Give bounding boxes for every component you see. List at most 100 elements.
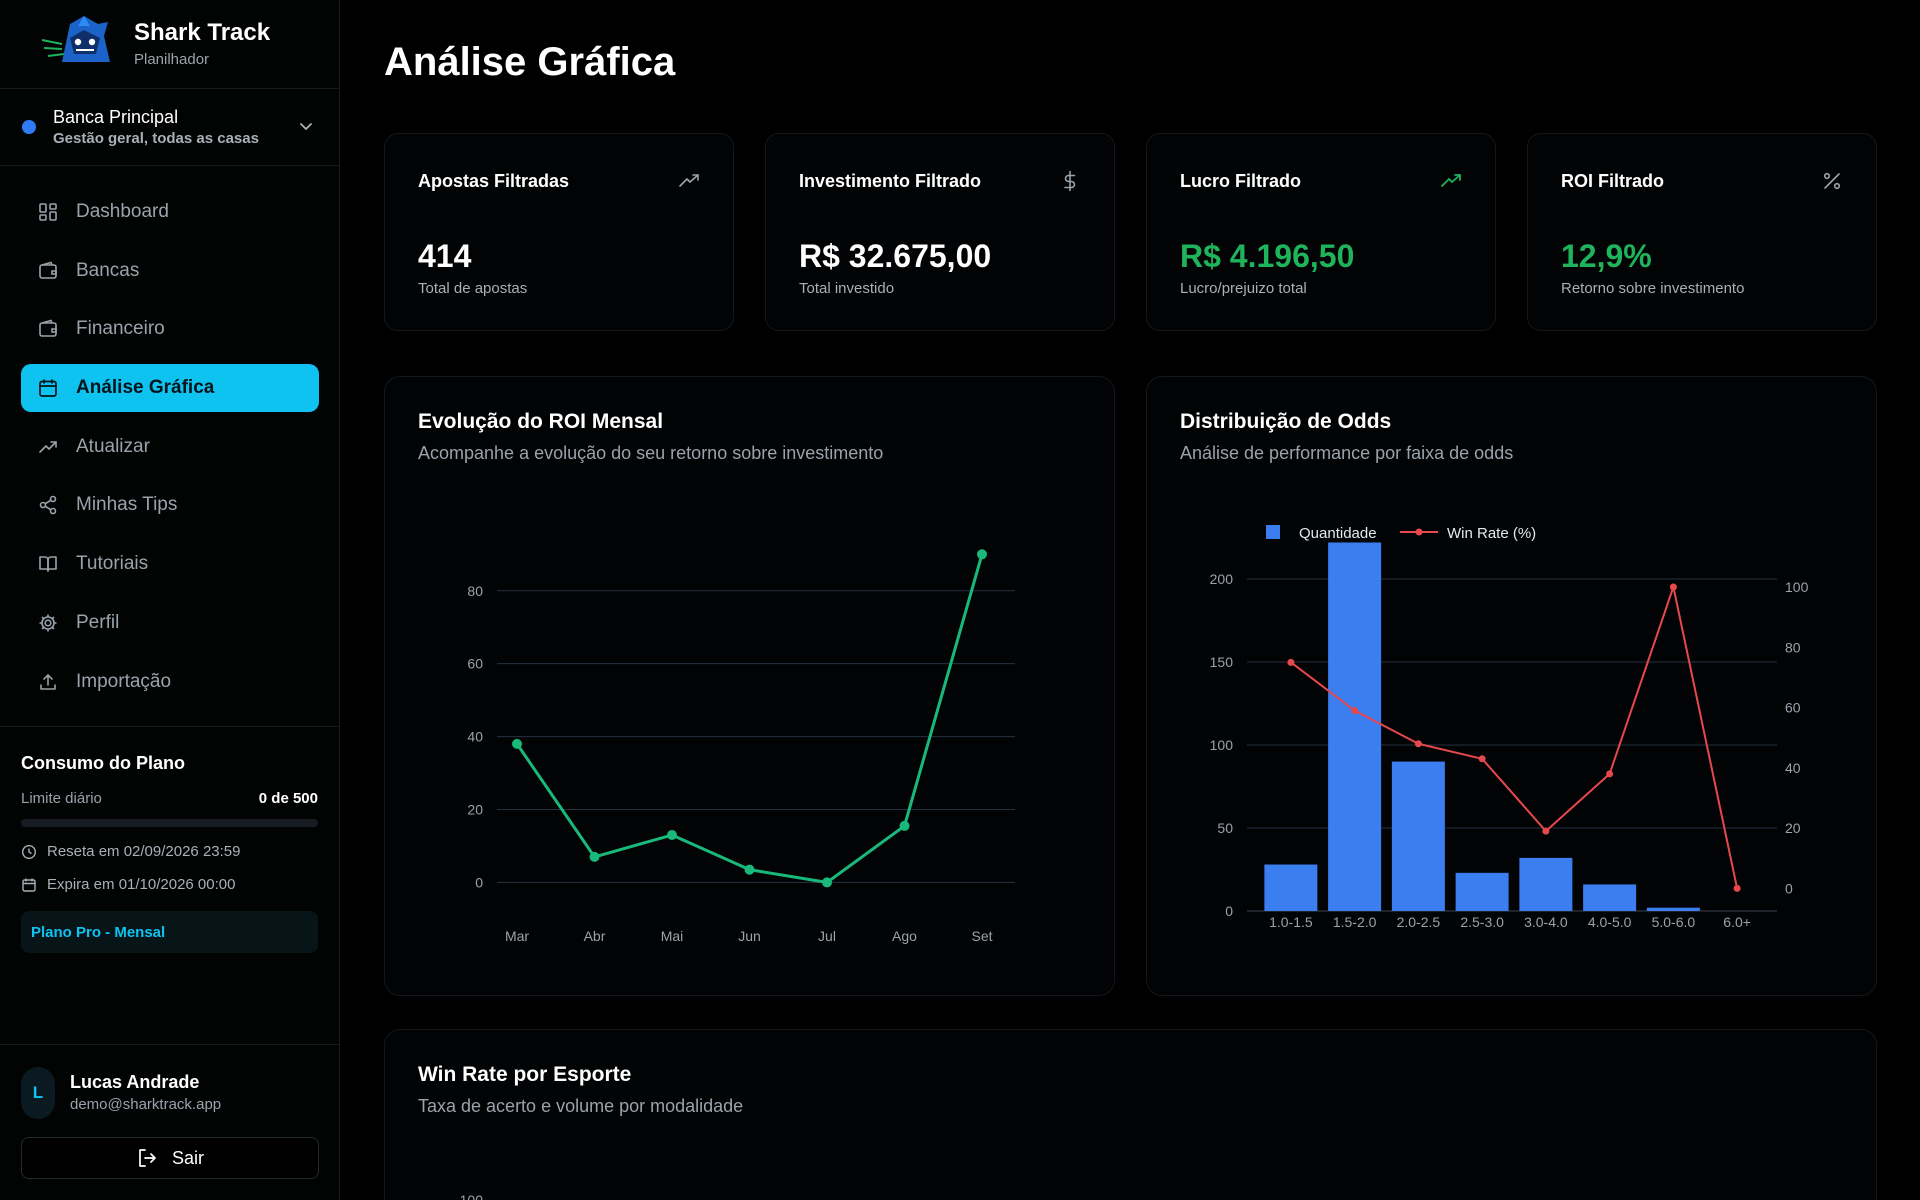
odds-distribution-chart: 0 50 100 150 200 0 20 40 60 80 100 1.0-1.5 1.5-2.0 2.…	[1210, 525, 1809, 930]
stat-description: Total investido	[799, 280, 895, 297]
plan-limit-label: Limite diário	[21, 790, 102, 807]
y-left-tick-label: 100	[1210, 737, 1234, 753]
brand[interactable]: Shark Track Planilhador	[40, 14, 270, 74]
x-tick-label: 5.0-6.0	[1652, 914, 1696, 930]
x-tick-label: 3.0-4.0	[1524, 914, 1568, 930]
stat-card-apostas: Apostas Filtradas 414 Total de apostas	[384, 133, 734, 331]
legend-swatch-winrate-dot	[1415, 528, 1423, 536]
logout-icon	[139, 1149, 156, 1167]
roi-data-point	[744, 864, 755, 875]
calendar-icon	[22, 878, 36, 892]
y-right-tick-label: 40	[1785, 760, 1801, 776]
plan-badge[interactable]: Plano Pro - Mensal	[21, 911, 318, 953]
x-tick-label: 2.0-2.5	[1397, 914, 1441, 930]
sidebar-item-tutoriais[interactable]: Tutoriais	[21, 540, 319, 588]
sidebar-item-label: Perfil	[76, 611, 120, 633]
trending-up-icon	[1441, 174, 1461, 187]
sidebar-item-bancas[interactable]: Bancas	[21, 247, 319, 295]
plan-title: Consumo do Plano	[21, 753, 185, 773]
chevron-down-icon	[300, 123, 312, 130]
dollar-icon	[1064, 170, 1076, 192]
sidebar: Shark Track Planilhador Banca Principal …	[0, 0, 340, 1200]
panel-title: Evolução do ROI Mensal	[418, 410, 664, 433]
logout-label: Sair	[171, 1147, 204, 1168]
trending-up-icon	[37, 436, 59, 458]
x-tick-label: Jul	[818, 928, 836, 944]
roi-data-point	[899, 820, 910, 831]
y-left-tick-label: 200	[1210, 571, 1234, 587]
winrate-data-point	[1287, 658, 1295, 666]
roi-data-point	[822, 877, 832, 888]
plan-reset-row: Reseta em 02/09/2026 23:59	[21, 843, 318, 860]
stat-title: Investimento Filtrado	[799, 171, 982, 191]
roi-panel: Evolução do ROI Mensal Acompanhe a evolu…	[384, 376, 1115, 996]
roi-line-chart: 0 20 40 60 80 Mar Abr Mai Jun Jul Ago Set	[467, 549, 1015, 944]
sidebar-item-perfil[interactable]: Perfil	[21, 599, 319, 647]
calendar-icon	[37, 377, 59, 399]
winrate-data-point	[1669, 583, 1677, 591]
legend-label: Quantidade	[1299, 525, 1377, 542]
winrate-data-point	[1733, 884, 1741, 892]
sidebar-item-importacao[interactable]: Importação	[21, 658, 319, 706]
stat-card-roi: ROI Filtrado 12,9% Retorno sobre investi…	[1527, 133, 1877, 331]
stat-card-lucro: Lucro Filtrado R$ 4.196,50 Lucro/prejuiz…	[1146, 133, 1496, 331]
quantidade-bar	[1328, 542, 1382, 911]
page-title: Análise Gráfica	[384, 40, 676, 84]
bank-selector[interactable]: Banca Principal Gestão geral, todas as c…	[0, 88, 339, 166]
panel-subtitle: Análise de performance por faixa de odds	[1180, 443, 1514, 463]
roi-data-point	[977, 549, 987, 560]
winrate-data-point	[1351, 707, 1359, 715]
y-tick-label: 100	[460, 1192, 484, 1200]
y-tick-label: 80	[467, 583, 483, 599]
winrate-series-line	[1290, 586, 1739, 889]
winrate-data-point	[1414, 740, 1422, 748]
quantidade-bar	[1583, 884, 1637, 911]
brand-subtitle: Planilhador	[134, 51, 210, 68]
user-profile[interactable]: L Lucas Andrade demo@sharktrack.app	[21, 1067, 221, 1119]
sidebar-item-label: Dashboard	[76, 201, 169, 222]
panel-title: Distribuição de Odds	[1180, 410, 1392, 433]
y-tick-label: 0	[475, 874, 483, 890]
quantidade-bar	[1264, 864, 1318, 911]
sidebar-nav: Dashboard Bancas Financeiro Análise Gráf…	[21, 188, 319, 716]
sidebar-item-label: Tutoriais	[76, 553, 149, 575]
user-area: L Lucas Andrade demo@sharktrack.app Sair	[0, 1044, 339, 1200]
y-right-tick-label: 60	[1785, 700, 1801, 716]
sidebar-item-analise-grafica[interactable]: Análise Gráfica	[21, 364, 319, 413]
brand-name: Shark Track	[134, 19, 271, 46]
y-tick-label: 60	[467, 656, 483, 672]
sport-winrate-chart: 100	[460, 1192, 484, 1200]
sidebar-item-atualizar[interactable]: Atualizar	[21, 423, 319, 471]
user-name: Lucas Andrade	[70, 1072, 200, 1092]
plan-limit-value: 0 de 500	[258, 790, 318, 807]
y-right-tick-label: 80	[1785, 639, 1801, 655]
plan-usage: Consumo do Plano Limite diário 0 de 500 …	[0, 726, 339, 953]
winrate-data-point	[1542, 827, 1550, 835]
roi-data-point	[667, 830, 677, 841]
logout-button[interactable]: Sair	[21, 1137, 319, 1179]
share-icon	[37, 494, 59, 516]
stat-title: Apostas Filtradas	[418, 171, 570, 191]
sidebar-item-label: Financeiro	[76, 318, 165, 340]
stat-title: Lucro Filtrado	[1180, 171, 1301, 191]
winrate-data-point	[1606, 770, 1614, 778]
x-tick-label: Jun	[738, 928, 761, 944]
y-left-tick-label: 0	[1225, 903, 1233, 919]
stat-description: Total de apostas	[418, 280, 528, 297]
sidebar-item-minhas-tips[interactable]: Minhas Tips	[21, 481, 319, 529]
y-right-tick-label: 0	[1785, 880, 1793, 896]
wallet-icon	[37, 318, 59, 340]
sidebar-item-label: Bancas	[76, 259, 140, 281]
y-tick-label: 40	[467, 729, 483, 745]
user-email: demo@sharktrack.app	[70, 1096, 222, 1113]
x-tick-label: Set	[971, 928, 992, 944]
stat-title: ROI Filtrado	[1561, 171, 1664, 191]
legend-label: Win Rate (%)	[1447, 525, 1536, 542]
sidebar-item-dashboard[interactable]: Dashboard	[21, 188, 319, 236]
bank-status-dot	[22, 120, 36, 134]
x-tick-label: Mai	[661, 928, 684, 944]
x-tick-label: Mar	[505, 928, 529, 944]
x-tick-label: 1.0-1.5	[1269, 914, 1313, 930]
sidebar-item-financeiro[interactable]: Financeiro	[21, 305, 319, 353]
